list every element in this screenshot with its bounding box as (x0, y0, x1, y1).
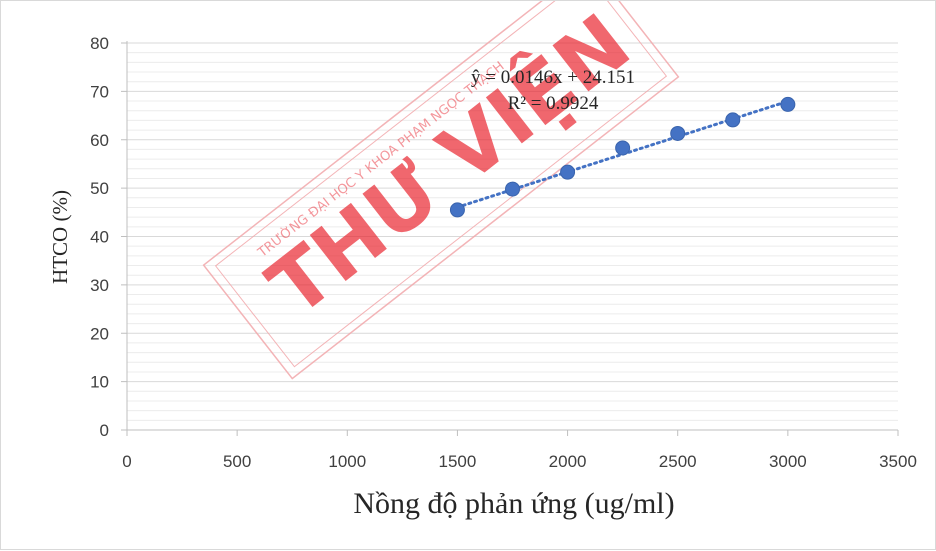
y-tick-label: 40 (90, 228, 109, 247)
watermark-stamp: TRƯỜNG ĐẠI HỌC Y KHOA PHẠM NGỌC THẠCH TH… (202, 1, 680, 380)
r-squared-label: R² = 0.9924 (508, 93, 599, 114)
y-axis-label: HTCO (%) (48, 190, 72, 284)
y-tick-label: 50 (90, 179, 109, 198)
x-tick-label: 0 (122, 452, 131, 471)
watermark-outer-border (202, 1, 680, 380)
x-tick-label: 500 (223, 452, 251, 471)
data-point (725, 112, 741, 128)
y-tick-label: 60 (90, 131, 109, 150)
data-point (560, 164, 576, 180)
data-point (449, 202, 465, 218)
y-tick-label: 80 (90, 34, 109, 53)
data-point (615, 140, 631, 156)
x-tick-label: 1500 (439, 452, 477, 471)
x-tick-label: 3000 (769, 452, 807, 471)
watermark-inner-border (214, 1, 668, 368)
x-tick-labels: 0 500 1000 1500 2000 2500 3000 3500 (122, 452, 917, 471)
data-point (670, 125, 686, 141)
axes (121, 41, 899, 436)
x-tick-label: 2000 (549, 452, 587, 471)
x-tick-label: 1000 (328, 452, 366, 471)
x-axis-label: Nồng độ phản ứng (ug/ml) (353, 487, 674, 520)
data-points (449, 96, 796, 218)
x-tick-label: 3500 (879, 452, 917, 471)
trendline-equation: ŷ = 0.0146x + 24.151 (471, 67, 635, 88)
watermark-main-text: THƯ VIỆN (251, 1, 647, 334)
x-tick-label: 2500 (659, 452, 697, 471)
y-tick-label: 20 (90, 324, 109, 343)
data-point (780, 96, 796, 112)
y-tick-label: 70 (90, 82, 109, 101)
data-point (505, 181, 520, 197)
y-tick-label: 10 (90, 373, 109, 392)
minor-gridlines (127, 52, 898, 421)
y-tick-label: 30 (90, 276, 109, 295)
y-tick-labels: 0 10 20 30 40 50 60 70 80 (90, 34, 109, 440)
y-tick-label: 0 (100, 421, 109, 440)
